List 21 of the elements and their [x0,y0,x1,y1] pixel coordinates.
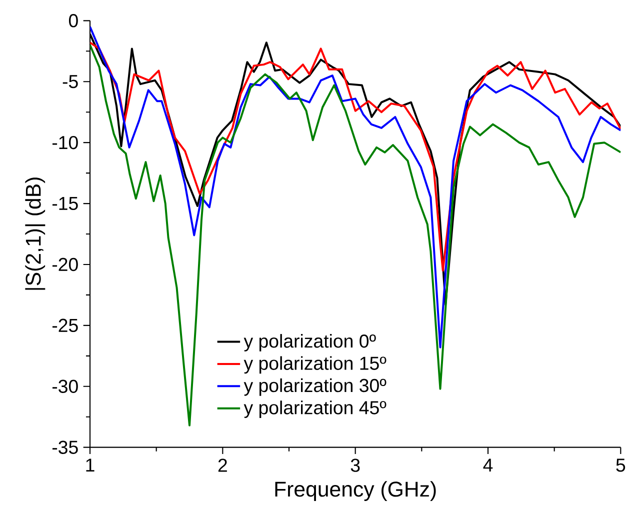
x-tick-label: 5 [616,458,626,472]
y-axis-title: |S(2,1)| (dB) [25,178,46,290]
y-tick-label: -10 [52,136,78,150]
legend-label: y polarization 15º [244,356,386,374]
y-tick-label: -15 [52,197,78,210]
x-tick-label: 3 [350,458,360,472]
legend-label: y polarization 45º [244,400,386,418]
line-series [90,44,621,426]
y-tick-label: -30 [52,380,78,393]
y-tick-label: -25 [52,318,78,332]
y-tick-label: -5 [62,75,78,88]
x-tick-label: 2 [218,458,227,472]
line-series [90,42,621,272]
y-tick-label: -20 [52,258,78,272]
legend-label: y polarization 0º [244,334,376,352]
x-tick-label: 1 [86,458,94,472]
legend-label: y polarization 30º [244,378,386,396]
x-axis-title: Frequency (GHz) [275,481,436,501]
x-tick-label: 4 [483,458,493,472]
y-tick-label: -35 [52,440,78,454]
y-tick-label: 0 [68,14,78,28]
